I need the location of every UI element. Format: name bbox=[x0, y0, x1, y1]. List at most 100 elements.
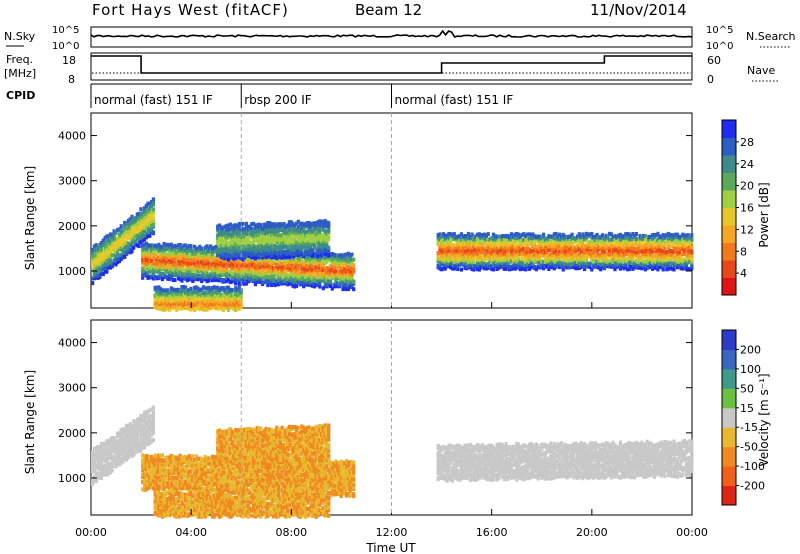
echo-cell bbox=[352, 267, 356, 272]
echo-cell bbox=[191, 251, 195, 256]
echo-cell bbox=[549, 234, 553, 239]
echo-cell bbox=[150, 213, 154, 218]
echo-cell bbox=[624, 263, 628, 267]
echo-cell bbox=[602, 245, 606, 250]
echo-cell bbox=[243, 234, 247, 239]
echo-cell bbox=[246, 239, 250, 244]
echo-cell bbox=[321, 286, 325, 291]
echo-cell bbox=[645, 254, 649, 259]
echo-cell bbox=[223, 298, 227, 303]
echo-cell bbox=[248, 243, 252, 248]
echo-cell bbox=[114, 254, 118, 259]
echo-cell bbox=[584, 264, 588, 269]
echo-cell bbox=[440, 267, 444, 272]
echo-cell bbox=[289, 272, 293, 277]
echo-cell bbox=[107, 240, 111, 245]
echo-cell bbox=[606, 254, 610, 259]
echo-cell bbox=[219, 261, 223, 266]
echo-cell bbox=[271, 260, 275, 265]
echo-cell bbox=[345, 272, 349, 277]
echo-cell bbox=[141, 225, 145, 230]
echo-cell bbox=[157, 256, 161, 261]
echo-cell bbox=[184, 263, 188, 268]
echo-cell bbox=[207, 305, 211, 310]
echo-cell bbox=[672, 245, 676, 250]
echo-cell bbox=[606, 238, 610, 243]
echo-cell bbox=[286, 230, 290, 235]
echo-cell bbox=[232, 237, 236, 242]
echo-cell bbox=[171, 262, 175, 267]
echo-cell bbox=[244, 221, 248, 226]
echo-cell bbox=[438, 232, 442, 237]
echo-cell bbox=[250, 243, 254, 248]
echo-cell bbox=[269, 263, 274, 268]
echo-cell bbox=[456, 256, 460, 261]
echo-cell bbox=[312, 262, 316, 267]
echo-cell bbox=[264, 255, 268, 260]
echo-cell bbox=[477, 264, 481, 269]
echo-cell bbox=[287, 250, 291, 255]
echo-cell bbox=[101, 472, 105, 477]
echo-cell bbox=[226, 295, 231, 300]
echo-cell bbox=[173, 243, 177, 248]
echo-cell bbox=[182, 303, 186, 308]
echo-cell bbox=[187, 254, 191, 259]
echo-cell bbox=[203, 275, 207, 279]
echo-cell bbox=[235, 302, 240, 307]
echo-cell bbox=[230, 265, 234, 270]
echo-cell bbox=[142, 253, 147, 258]
echo-cell bbox=[337, 260, 341, 265]
echo-cell bbox=[597, 238, 601, 243]
echo-cell bbox=[105, 444, 109, 449]
echo-cell bbox=[483, 253, 487, 258]
echo-cell bbox=[91, 450, 95, 455]
echo-cell bbox=[502, 263, 506, 268]
echo-cell bbox=[277, 240, 281, 245]
echo-cell bbox=[479, 256, 483, 261]
echo-cell bbox=[611, 264, 615, 269]
echo-cell bbox=[475, 267, 480, 272]
echo-cell bbox=[479, 235, 483, 240]
echo-cell bbox=[563, 245, 567, 250]
echo-cell bbox=[608, 231, 612, 236]
echo-cell bbox=[167, 272, 172, 277]
echo-cell bbox=[291, 232, 295, 237]
echo-cell bbox=[336, 281, 340, 286]
echo-cell bbox=[289, 267, 293, 271]
echo-cell bbox=[269, 260, 274, 265]
echo-cell bbox=[196, 262, 200, 267]
echo-cell bbox=[198, 276, 202, 281]
echo-cell bbox=[441, 262, 446, 267]
echo-cell bbox=[328, 263, 333, 268]
echo-cell bbox=[110, 238, 114, 243]
echo-cell bbox=[171, 287, 175, 292]
echo-cell bbox=[643, 236, 647, 241]
echo-cell bbox=[572, 254, 576, 259]
echo-cell bbox=[266, 271, 270, 276]
echo-cell bbox=[286, 268, 290, 273]
echo-cell bbox=[266, 251, 270, 256]
echo-cell bbox=[305, 267, 309, 272]
echo-cell bbox=[658, 252, 662, 257]
echo-cell bbox=[107, 245, 111, 250]
echo-cell bbox=[307, 242, 311, 247]
echo-cell bbox=[567, 261, 571, 266]
echo-cell bbox=[345, 287, 349, 292]
echo-cell bbox=[488, 237, 492, 242]
echo-cell bbox=[529, 248, 533, 253]
echo-cell bbox=[318, 228, 322, 233]
echo-cell bbox=[581, 263, 585, 268]
echo-cell bbox=[216, 269, 220, 274]
echo-cell bbox=[305, 245, 309, 249]
echo-cell bbox=[167, 301, 172, 306]
echo-cell bbox=[137, 234, 141, 239]
echo-cell bbox=[218, 262, 222, 266]
echo-cell bbox=[141, 235, 145, 240]
echo-cell bbox=[688, 245, 692, 250]
echo-cell bbox=[314, 274, 318, 279]
echo-cell bbox=[449, 254, 453, 259]
echo-cell bbox=[282, 226, 286, 231]
echo-cell bbox=[618, 248, 622, 253]
echo-cell bbox=[318, 244, 322, 249]
echo-cell bbox=[597, 252, 601, 257]
